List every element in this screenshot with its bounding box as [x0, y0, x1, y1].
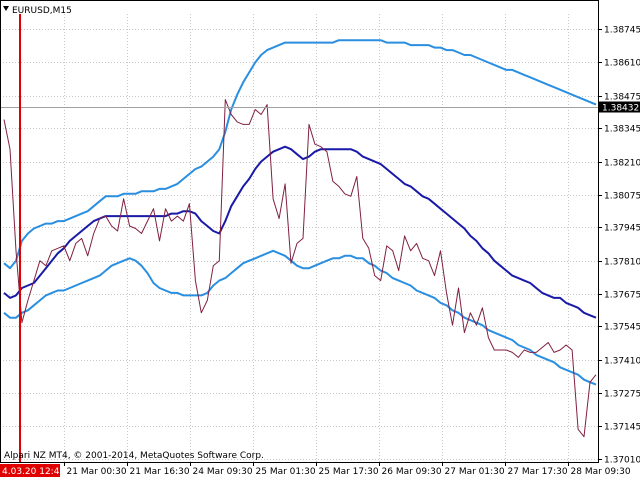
- y-tick-label: 1.38210: [604, 159, 640, 169]
- x-tick-label: 21 Mar 00:30: [67, 467, 127, 477]
- y-tick-label: 1.38345: [604, 125, 640, 135]
- chart-title: EURUSD,M15: [3, 6, 72, 16]
- y-tick-label: 1.37675: [604, 291, 640, 301]
- y-tick-label: 1.37145: [604, 423, 640, 433]
- y-tick-label: 1.38745: [604, 26, 640, 36]
- chart-symbol-title: EURUSD,M15: [12, 6, 72, 16]
- x-tick-label: 25 Mar 01:30: [256, 467, 316, 477]
- copyright-text: Alpari NZ MT4, © 2001-2014, MetaQuotes S…: [4, 451, 264, 461]
- x-tick-label: 26 Mar 09:30: [382, 467, 442, 477]
- y-tick-label: 1.37945: [604, 224, 640, 234]
- y-tick-label: 1.37010: [604, 456, 640, 466]
- y-tick-label: 1.37410: [604, 357, 640, 367]
- y-tick-label: 1.37545: [604, 323, 640, 333]
- y-tick-label: 1.37275: [604, 390, 640, 400]
- x-tick-label: 27 Mar 01:30: [445, 467, 505, 477]
- current-price-label: 1.38432: [602, 104, 639, 114]
- cursor-time-label: 4.03.20 12:45: [2, 467, 65, 477]
- cursor-time-tag: 4.03.20 12:45: [0, 464, 65, 477]
- x-tick-label: 27 Mar 17:30: [508, 467, 568, 477]
- y-tick-label: 1.38075: [604, 192, 640, 202]
- x-tick-label: 25 Mar 17:30: [319, 467, 379, 477]
- y-tick-label: 1.37810: [604, 258, 640, 268]
- x-tick-label: 21 Mar 16:30: [130, 467, 190, 477]
- x-tick-label: 24 Mar 09:30: [193, 467, 253, 477]
- y-tick-label: 1.38610: [604, 59, 640, 69]
- current-price-tag: 1.38432: [599, 102, 640, 114]
- y-tick-label: 1.38475: [604, 93, 640, 103]
- x-tick-label: 28 Mar 09:30: [571, 467, 631, 477]
